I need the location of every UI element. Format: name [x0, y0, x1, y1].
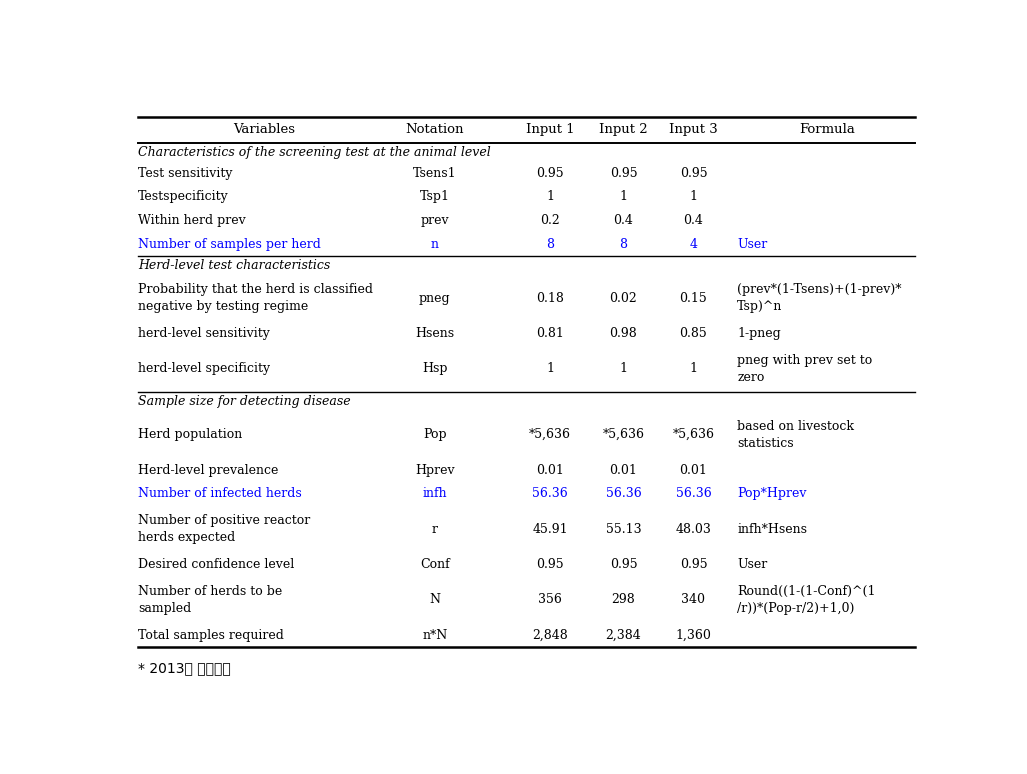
Text: infh*Hsens: infh*Hsens — [737, 522, 807, 536]
Text: 56.36: 56.36 — [532, 487, 568, 500]
Text: 0.4: 0.4 — [684, 214, 703, 227]
Text: User: User — [737, 558, 767, 571]
Text: pneg with prev set to
zero: pneg with prev set to zero — [737, 354, 873, 384]
Text: Number of herds to be
sampled: Number of herds to be sampled — [138, 585, 282, 615]
Text: 0.01: 0.01 — [609, 464, 638, 477]
Text: 0.85: 0.85 — [680, 327, 708, 340]
Text: Tsens1: Tsens1 — [413, 166, 457, 180]
Text: 2,848: 2,848 — [532, 628, 568, 642]
Text: r: r — [431, 522, 438, 536]
Text: 1: 1 — [689, 362, 697, 375]
Text: 0.95: 0.95 — [536, 558, 564, 571]
Text: * 2013년 가축통계: * 2013년 가축통계 — [138, 661, 231, 675]
Text: Input 3: Input 3 — [670, 123, 718, 136]
Text: 0.2: 0.2 — [540, 214, 560, 227]
Text: n*N: n*N — [422, 628, 448, 642]
Text: Test sensitivity: Test sensitivity — [138, 166, 232, 180]
Text: 0.98: 0.98 — [610, 327, 638, 340]
Text: infh: infh — [422, 487, 447, 500]
Text: Testspecificity: Testspecificity — [138, 190, 229, 204]
Text: 1: 1 — [619, 190, 627, 204]
Text: Notation: Notation — [406, 123, 464, 136]
Text: 356: 356 — [538, 594, 562, 607]
Text: (prev*(1-Tsens)+(1-prev)*
Tsp)^n: (prev*(1-Tsens)+(1-prev)* Tsp)^n — [737, 283, 902, 313]
Text: prev: prev — [420, 214, 449, 227]
Text: *5,636: *5,636 — [673, 428, 715, 441]
Text: 1,360: 1,360 — [676, 628, 712, 642]
Text: Number of positive reactor
herds expected: Number of positive reactor herds expecte… — [138, 514, 310, 544]
Text: Characteristics of the screening test at the animal level: Characteristics of the screening test at… — [138, 146, 491, 159]
Text: 1: 1 — [619, 362, 627, 375]
Text: 1: 1 — [689, 190, 697, 204]
Text: Tsp1: Tsp1 — [420, 190, 450, 204]
Text: Pop*Hprev: Pop*Hprev — [737, 487, 807, 500]
Text: Total samples required: Total samples required — [138, 628, 283, 642]
Text: 0.95: 0.95 — [610, 166, 637, 180]
Text: 45.91: 45.91 — [532, 522, 568, 536]
Text: 56.36: 56.36 — [676, 487, 712, 500]
Text: Hsens: Hsens — [415, 327, 454, 340]
Text: 0.4: 0.4 — [613, 214, 634, 227]
Text: Number of samples per herd: Number of samples per herd — [138, 238, 320, 251]
Text: 0.95: 0.95 — [536, 166, 564, 180]
Text: herd-level specificity: herd-level specificity — [138, 362, 270, 375]
Text: 0.01: 0.01 — [680, 464, 708, 477]
Text: 0.95: 0.95 — [680, 558, 708, 571]
Text: Probability that the herd is classified
negative by testing regime: Probability that the herd is classified … — [138, 283, 373, 313]
Text: 0.02: 0.02 — [610, 292, 638, 305]
Text: User: User — [737, 238, 767, 251]
Text: Hsp: Hsp — [422, 362, 448, 375]
Text: 0.95: 0.95 — [610, 558, 637, 571]
Text: 0.81: 0.81 — [536, 327, 564, 340]
Text: 0.95: 0.95 — [680, 166, 708, 180]
Text: Herd-level prevalence: Herd-level prevalence — [138, 464, 278, 477]
Text: herd-level sensitivity: herd-level sensitivity — [138, 327, 270, 340]
Text: Formula: Formula — [799, 123, 855, 136]
Text: Conf: Conf — [420, 558, 450, 571]
Text: 298: 298 — [611, 594, 636, 607]
Text: Herd population: Herd population — [138, 428, 242, 441]
Text: 2,384: 2,384 — [606, 628, 641, 642]
Text: 1: 1 — [546, 190, 555, 204]
Text: 1-pneg: 1-pneg — [737, 327, 781, 340]
Text: 0.18: 0.18 — [536, 292, 564, 305]
Text: n: n — [430, 238, 439, 251]
Text: 55.13: 55.13 — [606, 522, 641, 536]
Text: Desired confidence level: Desired confidence level — [138, 558, 294, 571]
Text: Input 1: Input 1 — [526, 123, 574, 136]
Text: 0.15: 0.15 — [680, 292, 708, 305]
Text: N: N — [429, 594, 441, 607]
Text: Within herd prev: Within herd prev — [138, 214, 245, 227]
Text: 56.36: 56.36 — [606, 487, 641, 500]
Text: based on livestock
statistics: based on livestock statistics — [737, 420, 854, 450]
Text: 0.01: 0.01 — [536, 464, 564, 477]
Text: Number of infected herds: Number of infected herds — [138, 487, 302, 500]
Text: 1: 1 — [546, 362, 555, 375]
Text: 8: 8 — [619, 238, 627, 251]
Text: 340: 340 — [682, 594, 706, 607]
Text: *5,636: *5,636 — [529, 428, 571, 441]
Text: 8: 8 — [546, 238, 555, 251]
Text: 4: 4 — [689, 238, 697, 251]
Text: Round((1-(1-Conf)^(1
/r))*(Pop-r/2)+1,0): Round((1-(1-Conf)^(1 /r))*(Pop-r/2)+1,0) — [737, 585, 876, 615]
Text: Sample size for detecting disease: Sample size for detecting disease — [138, 396, 350, 409]
Text: *5,636: *5,636 — [603, 428, 644, 441]
Text: Variables: Variables — [233, 123, 295, 136]
Text: Herd-level test characteristics: Herd-level test characteristics — [138, 259, 330, 272]
Text: 48.03: 48.03 — [676, 522, 712, 536]
Text: Hprev: Hprev — [415, 464, 455, 477]
Text: Pop: Pop — [423, 428, 447, 441]
Text: Input 2: Input 2 — [599, 123, 648, 136]
Text: pneg: pneg — [419, 292, 451, 305]
